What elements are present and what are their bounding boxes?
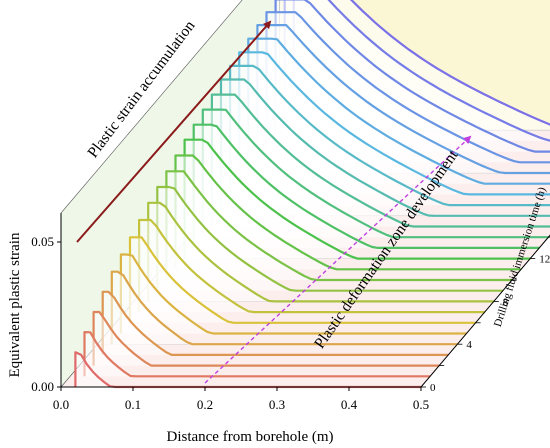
series-line-5 [119, 253, 467, 335]
series-line-3 [101, 290, 449, 356]
z-tick-label-0: 0 [430, 382, 436, 394]
series-line-20 [256, 24, 550, 175]
x-tick-label-5: 0.5 [413, 397, 429, 412]
zone-development-arrow [204, 135, 472, 384]
series-line-4 [110, 270, 458, 346]
x-tick-label-2: 0.2 [197, 397, 213, 412]
series-fill-2 [93, 312, 440, 366]
y-axis-label: Equivalent plastic strain [7, 232, 23, 377]
series-fill-11 [175, 155, 522, 270]
annotation-arrows [76, 20, 472, 384]
x-tick-label-0: 0.0 [53, 397, 69, 412]
series-line-22 [274, 0, 550, 153]
series-line-18 [238, 51, 550, 196]
z-tick-label-3: 12 [539, 254, 550, 266]
series-line-13 [192, 123, 540, 249]
series-line-14 [201, 108, 549, 239]
series-line-17 [229, 64, 550, 207]
series-line-2 [92, 310, 440, 367]
series-line-23 [283, 0, 550, 142]
x-tick-label-1: 0.1 [125, 397, 141, 412]
series-line-6 [128, 236, 476, 324]
series-line-8 [147, 201, 494, 303]
series-line-9 [156, 185, 503, 292]
series-line-15 [210, 93, 550, 228]
series-fill-12 [184, 139, 531, 259]
series-line-24 [292, 0, 550, 131]
x-axis-label: Distance from borehole (m) [166, 429, 333, 445]
y-tick-label-0: 0.00 [31, 379, 54, 394]
series-line-12 [183, 138, 531, 260]
series-fill-3 [102, 291, 449, 355]
series-line-7 [138, 218, 485, 314]
z-tick-label-2: 8 [503, 296, 509, 308]
series-line-10 [165, 170, 512, 282]
y-tick-label-1: 0.05 [31, 234, 54, 249]
chart-axes: 0.00.10.20.30.40.50.000.0504812162024 [31, 213, 550, 412]
z-tick-label-1: 4 [466, 339, 472, 351]
series-line-21 [265, 11, 550, 164]
series-line-16 [219, 78, 550, 217]
series-fill-1 [84, 332, 431, 377]
series-fill-10 [166, 171, 512, 280]
series-fill-9 [157, 187, 503, 291]
series-line-1 [83, 331, 431, 378]
x-tick-label-3: 0.3 [269, 397, 285, 412]
strain-accumulation-arrow [76, 20, 272, 243]
series-line-11 [174, 154, 522, 271]
series-line-19 [247, 37, 550, 185]
x-tick-label-4: 0.4 [341, 397, 358, 412]
series-group [74, 0, 550, 389]
